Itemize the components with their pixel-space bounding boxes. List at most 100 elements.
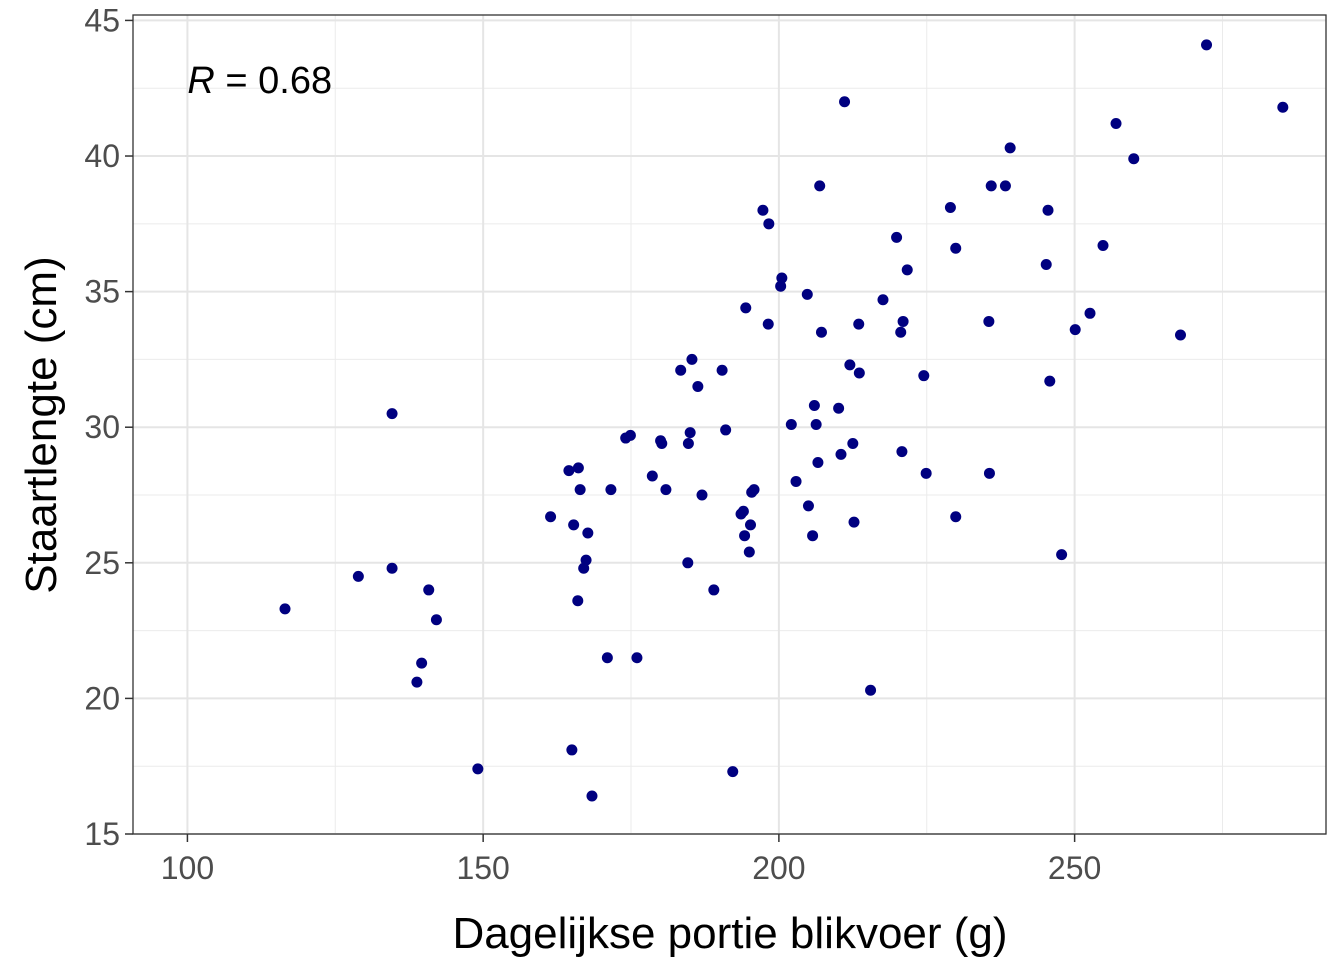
data-point: [807, 530, 819, 542]
data-point: [985, 180, 997, 192]
x-axis-title: Dagelijkse portie blikvoer (g): [452, 909, 1007, 958]
data-point: [1040, 258, 1052, 270]
data-point: [983, 467, 995, 479]
data-point: [675, 364, 687, 376]
data-point: [743, 546, 755, 558]
x-tick-label: 200: [752, 850, 805, 886]
data-point: [727, 766, 739, 778]
y-axis-title: Staartlengte (cm): [17, 256, 66, 593]
data-point: [901, 264, 913, 276]
y-tick-label: 30: [84, 409, 120, 445]
data-point: [839, 96, 851, 108]
data-point: [352, 570, 364, 582]
minor-gridlines: [133, 15, 1326, 834]
data-point: [430, 614, 442, 626]
data-point: [605, 484, 617, 496]
y-tick-label: 20: [84, 680, 120, 716]
data-point: [865, 684, 877, 696]
data-point: [574, 484, 586, 496]
data-point: [918, 370, 930, 382]
data-point: [472, 763, 484, 775]
data-point: [423, 584, 435, 596]
data-point: [386, 408, 398, 420]
data-point: [944, 202, 956, 214]
data-point: [1084, 307, 1096, 319]
data-point: [656, 437, 668, 449]
data-point: [785, 419, 797, 430]
data-point: [877, 294, 889, 306]
data-point: [1069, 324, 1081, 336]
data-point: [1128, 153, 1140, 165]
data-point: [411, 676, 423, 688]
data-point: [1174, 329, 1186, 341]
data-point: [897, 315, 909, 327]
data-point: [896, 446, 908, 458]
data-point: [790, 475, 802, 487]
x-tick-label: 250: [1048, 850, 1101, 886]
data-point: [279, 603, 291, 615]
correlation-annotation: R = 0.68: [187, 60, 332, 102]
data-point: [739, 530, 751, 542]
data-point: [763, 218, 775, 230]
annotation-label: R: [187, 60, 214, 102]
data-point: [563, 465, 575, 477]
data-point: [624, 429, 636, 441]
data-point: [696, 489, 708, 501]
data-point: [631, 652, 643, 664]
data-point: [720, 424, 732, 436]
data-point: [847, 437, 859, 449]
data-point: [802, 500, 814, 512]
data-point: [684, 427, 696, 439]
data-point: [895, 326, 907, 338]
data-point: [748, 484, 760, 496]
data-point: [545, 511, 557, 523]
y-axis-ticks: 15 20 25 30 35 40 45: [84, 2, 133, 852]
y-tick-label: 45: [84, 2, 120, 38]
data-point: [810, 419, 822, 430]
data-point: [682, 437, 694, 449]
data-point: [853, 367, 865, 379]
data-point: [983, 315, 995, 327]
data-point: [1201, 39, 1213, 51]
data-point: [762, 318, 774, 330]
data-point: [601, 652, 613, 664]
data-point: [999, 180, 1011, 192]
data-point: [950, 511, 962, 523]
plot-panel: [133, 15, 1326, 834]
data-point: [920, 467, 932, 479]
data-point: [646, 470, 658, 482]
y-tick-label: 15: [84, 816, 120, 852]
y-tick-label: 25: [84, 545, 120, 581]
x-axis-ticks: 100 150 200 250: [161, 834, 1101, 886]
data-point: [416, 657, 428, 669]
data-point: [1056, 549, 1068, 561]
data-point: [844, 359, 856, 371]
x-tick-label: 100: [161, 850, 214, 886]
y-tick-label: 40: [84, 138, 120, 174]
data-point: [815, 326, 827, 338]
data-point: [801, 288, 813, 300]
data-point: [572, 462, 584, 474]
data-point: [582, 527, 594, 539]
data-point: [386, 562, 398, 574]
data-point: [692, 381, 704, 393]
data-point: [950, 242, 962, 254]
data-point: [708, 584, 720, 596]
data-point: [833, 402, 845, 414]
data-point: [775, 280, 787, 292]
data-point: [740, 302, 752, 314]
data-point: [835, 448, 847, 460]
data-point: [682, 557, 694, 569]
data-point: [848, 516, 860, 528]
data-point: [1042, 204, 1054, 216]
data-point: [580, 554, 592, 566]
y-tick-label: 35: [84, 274, 120, 310]
data-point: [1110, 117, 1122, 129]
data-point: [808, 400, 820, 412]
data-point: [744, 519, 756, 531]
data-point: [812, 456, 824, 468]
data-point: [568, 519, 580, 531]
data-points: [279, 39, 1289, 802]
data-point: [1097, 240, 1109, 252]
